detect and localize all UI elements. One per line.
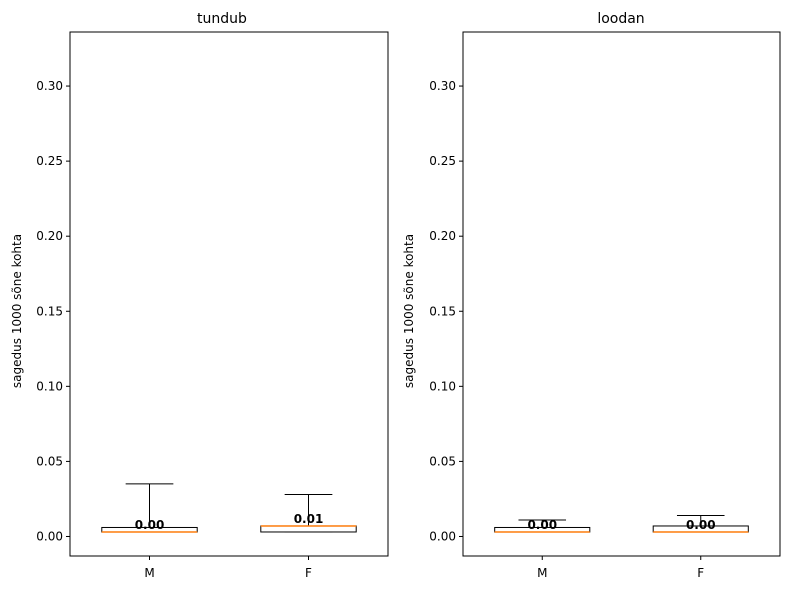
y-tick-label: 0.10 <box>429 379 456 393</box>
y-tick-label: 0.15 <box>36 304 63 318</box>
median-label: 0.01 <box>294 512 324 526</box>
x-tick-label: M <box>144 566 154 580</box>
panel-loodan: loodan sagedus 1000 sõne kohta 0.000.050… <box>402 11 781 580</box>
y-tick-label: 0.05 <box>429 454 456 468</box>
y-tick-label: 0.15 <box>429 304 456 318</box>
y-tick-label: 0.05 <box>36 454 63 468</box>
median-label: 0.00 <box>527 518 557 532</box>
chart-title: tundub <box>197 11 247 27</box>
median-label: 0.00 <box>135 518 165 532</box>
median-label: 0.00 <box>686 518 716 532</box>
y-tick-label: 0.20 <box>36 229 63 243</box>
panel-tundub: tundub sagedus 1000 sõne kohta 0.000.050… <box>10 11 389 580</box>
y-tick-label: 0.00 <box>36 529 63 543</box>
x-tick-label: F <box>305 566 312 580</box>
x-tick-label: F <box>697 566 704 580</box>
y-tick-label: 0.25 <box>36 154 63 168</box>
plot-area: 0.00 0.05 0.10 0.15 0.20 0.25 0.30 M F 0.00 0.01 <box>36 31 389 580</box>
y-tick-label: 0.25 <box>429 154 456 168</box>
axes-frame <box>69 31 389 557</box>
plot-area: 0.00 0.05 0.10 0.15 0.20 0.25 0.30 M F 0.00 0.00 <box>429 31 781 580</box>
x-tick-label: M <box>537 566 547 580</box>
chart-title: loodan <box>597 11 644 27</box>
y-tick-label: 0.20 <box>429 229 456 243</box>
y-tick-label: 0.10 <box>36 379 63 393</box>
box <box>260 525 357 533</box>
y-tick-label: 0.00 <box>429 529 456 543</box>
y-tick-label: 0.30 <box>429 79 456 93</box>
y-tick-label: 0.30 <box>36 79 63 93</box>
axes-frame <box>462 31 781 557</box>
y-axis-label: sagedus 1000 sõne kohta <box>402 234 416 388</box>
y-axis-label: sagedus 1000 sõne kohta <box>10 234 24 388</box>
